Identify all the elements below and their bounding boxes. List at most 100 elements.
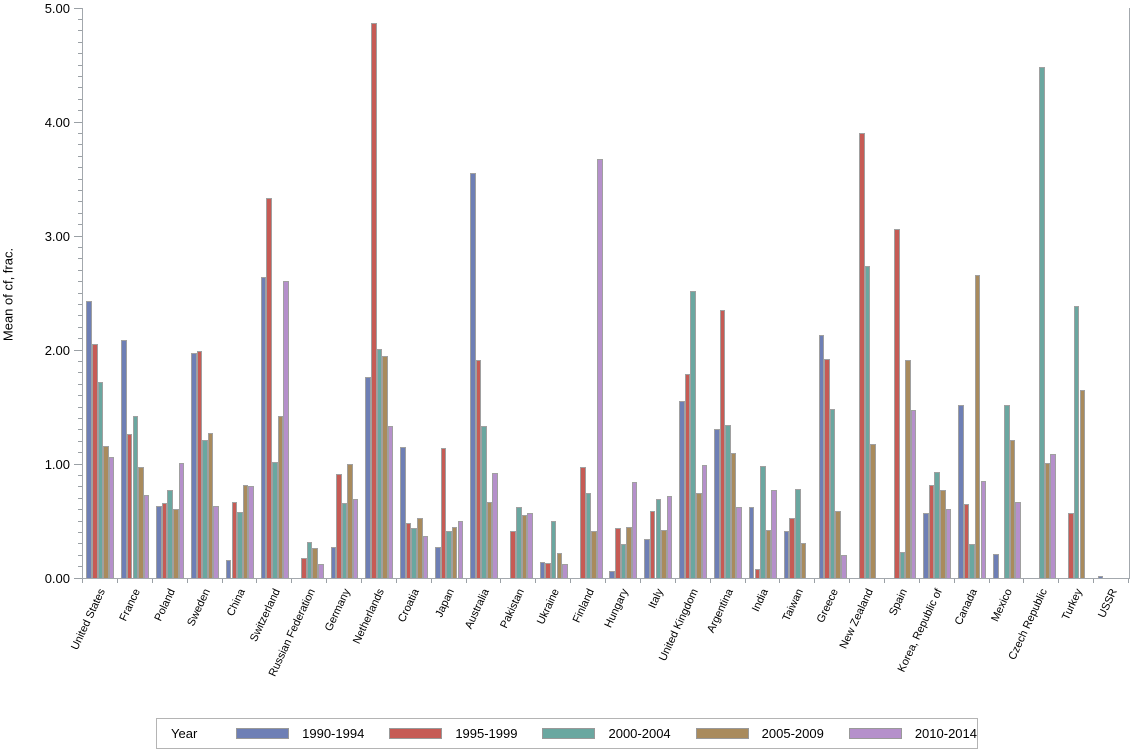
bar-switzerland-2005-2009[interactable] [277, 416, 284, 578]
legend-swatch-2010-2014[interactable] [848, 728, 902, 739]
bar-netherlands-1990-1994[interactable] [365, 377, 371, 578]
bar-sweden-2010-2014[interactable] [213, 506, 219, 578]
bar-italy-2000-2004[interactable] [655, 499, 662, 578]
bar-argentina-2010-2014[interactable] [736, 507, 742, 578]
bar-pakistan-2000-2004[interactable] [516, 507, 522, 578]
bar-ukraine-1990-1994[interactable] [539, 562, 546, 578]
bar-czech-republic-2005-2009[interactable] [1044, 462, 1051, 578]
bar-china-2000-2004[interactable] [237, 511, 243, 578]
bar-china-2010-2014[interactable] [248, 485, 254, 578]
bar-new-zealand-2005-2009[interactable] [870, 443, 876, 578]
bar-hungary-1990-1994[interactable] [609, 571, 615, 578]
bar-japan-1995-1999[interactable] [440, 448, 447, 578]
bar-argentina-1990-1994[interactable] [714, 428, 720, 578]
bar-germany-1990-1994[interactable] [330, 547, 337, 578]
bar-russian-federation-1995-1999[interactable] [301, 557, 307, 578]
bar-turkey-2000-2004[interactable] [1073, 305, 1080, 578]
bar-netherlands-2005-2009[interactable] [382, 355, 388, 578]
bar-ukraine-2010-2014[interactable] [562, 564, 568, 578]
bar-india-2005-2009[interactable] [765, 530, 772, 578]
bar-australia-1990-1994[interactable] [470, 173, 476, 578]
bar-sweden-2005-2009[interactable] [207, 433, 214, 578]
bar-taiwan-2005-2009[interactable] [800, 542, 807, 578]
bar-netherlands-1995-1999[interactable] [371, 22, 377, 578]
bar-japan-1990-1994[interactable] [435, 547, 441, 578]
bar-korea-republic-of-1990-1994[interactable] [923, 513, 929, 578]
bar-mexico-2005-2009[interactable] [1009, 440, 1016, 578]
bar-spain-1995-1999[interactable] [894, 229, 900, 578]
legend-swatch-2000-2004[interactable] [542, 728, 596, 739]
bar-finland-2000-2004[interactable] [585, 492, 592, 578]
bar-sweden-1995-1999[interactable] [196, 351, 203, 578]
bar-united-states-2005-2009[interactable] [103, 445, 109, 578]
bar-united-kingdom-2010-2014[interactable] [701, 465, 708, 578]
bar-russian-federation-2000-2004[interactable] [306, 541, 313, 578]
bar-russian-federation-2010-2014[interactable] [318, 564, 324, 578]
bar-united-kingdom-1990-1994[interactable] [679, 401, 685, 578]
bar-united-states-2000-2004[interactable] [97, 381, 104, 578]
bar-mexico-1990-1994[interactable] [993, 554, 999, 578]
bar-greece-2010-2014[interactable] [841, 555, 847, 578]
bar-india-1995-1999[interactable] [754, 568, 761, 578]
bar-italy-2010-2014[interactable] [666, 495, 673, 578]
bar-australia-2010-2014[interactable] [492, 473, 498, 578]
bar-china-1990-1994[interactable] [225, 559, 232, 578]
bar-ukraine-2005-2009[interactable] [556, 552, 563, 578]
bar-mexico-2010-2014[interactable] [1015, 501, 1021, 578]
bar-germany-1995-1999[interactable] [336, 474, 342, 578]
bar-finland-1995-1999[interactable] [580, 467, 586, 578]
legend-item-2010-2014[interactable]: 2010-2014 [848, 726, 977, 741]
bar-taiwan-1990-1994[interactable] [783, 531, 790, 578]
bar-switzerland-2000-2004[interactable] [272, 461, 278, 578]
bar-france-2000-2004[interactable] [132, 416, 139, 578]
bar-croatia-1990-1994[interactable] [400, 446, 406, 578]
bar-australia-2000-2004[interactable] [481, 426, 487, 578]
bar-netherlands-2000-2004[interactable] [376, 348, 383, 578]
bar-greece-2005-2009[interactable] [835, 510, 841, 578]
bar-finland-2005-2009[interactable] [591, 531, 597, 578]
bar-poland-1995-1999[interactable] [161, 502, 168, 578]
bar-hungary-2010-2014[interactable] [631, 482, 638, 578]
bar-hungary-1995-1999[interactable] [615, 527, 621, 578]
bar-india-2000-2004[interactable] [760, 466, 766, 578]
legend-item-2005-2009[interactable]: 2005-2009 [695, 726, 824, 741]
bar-netherlands-2010-2014[interactable] [387, 426, 394, 578]
bar-greece-1995-1999[interactable] [824, 359, 830, 578]
bar-australia-2005-2009[interactable] [486, 501, 493, 578]
bar-switzerland-1990-1994[interactable] [260, 277, 267, 578]
bar-germany-2000-2004[interactable] [341, 502, 348, 578]
bar-spain-2010-2014[interactable] [910, 410, 917, 578]
bar-italy-1995-1999[interactable] [649, 510, 656, 578]
bar-croatia-2010-2014[interactable] [422, 535, 429, 578]
bar-ussr-1990-1994[interactable] [1097, 575, 1104, 578]
bar-poland-2005-2009[interactable] [173, 508, 179, 578]
bar-ukraine-1995-1999[interactable] [545, 563, 551, 578]
bar-taiwan-1995-1999[interactable] [789, 517, 795, 578]
bar-germany-2005-2009[interactable] [347, 464, 353, 578]
bar-argentina-2005-2009[interactable] [730, 452, 737, 578]
bar-sweden-2000-2004[interactable] [202, 440, 208, 578]
bar-greece-1990-1994[interactable] [818, 335, 825, 578]
bar-united-kingdom-1995-1999[interactable] [684, 373, 691, 578]
bar-france-2010-2014[interactable] [143, 494, 150, 578]
bar-united-states-1995-1999[interactable] [92, 344, 98, 578]
bar-ukraine-2000-2004[interactable] [550, 521, 557, 578]
bar-finland-2010-2014[interactable] [597, 158, 603, 578]
bar-greece-2000-2004[interactable] [829, 409, 836, 578]
bar-russian-federation-2005-2009[interactable] [312, 548, 318, 578]
bar-india-1990-1994[interactable] [748, 507, 755, 578]
bar-australia-1995-1999[interactable] [475, 360, 482, 578]
bar-france-1995-1999[interactable] [126, 434, 133, 578]
bar-italy-1990-1994[interactable] [644, 539, 650, 578]
bar-poland-2010-2014[interactable] [178, 462, 185, 578]
bar-pakistan-2005-2009[interactable] [521, 515, 528, 578]
bar-poland-2000-2004[interactable] [167, 490, 173, 578]
bar-united-kingdom-2005-2009[interactable] [696, 492, 702, 578]
legend-swatch-1990-1994[interactable] [236, 728, 290, 739]
bar-italy-2005-2009[interactable] [661, 530, 667, 578]
bar-spain-2000-2004[interactable] [899, 551, 906, 578]
bar-france-1990-1994[interactable] [121, 339, 127, 578]
bar-canada-1990-1994[interactable] [958, 404, 964, 578]
bar-china-2005-2009[interactable] [242, 484, 249, 578]
bar-canada-2005-2009[interactable] [974, 274, 981, 578]
